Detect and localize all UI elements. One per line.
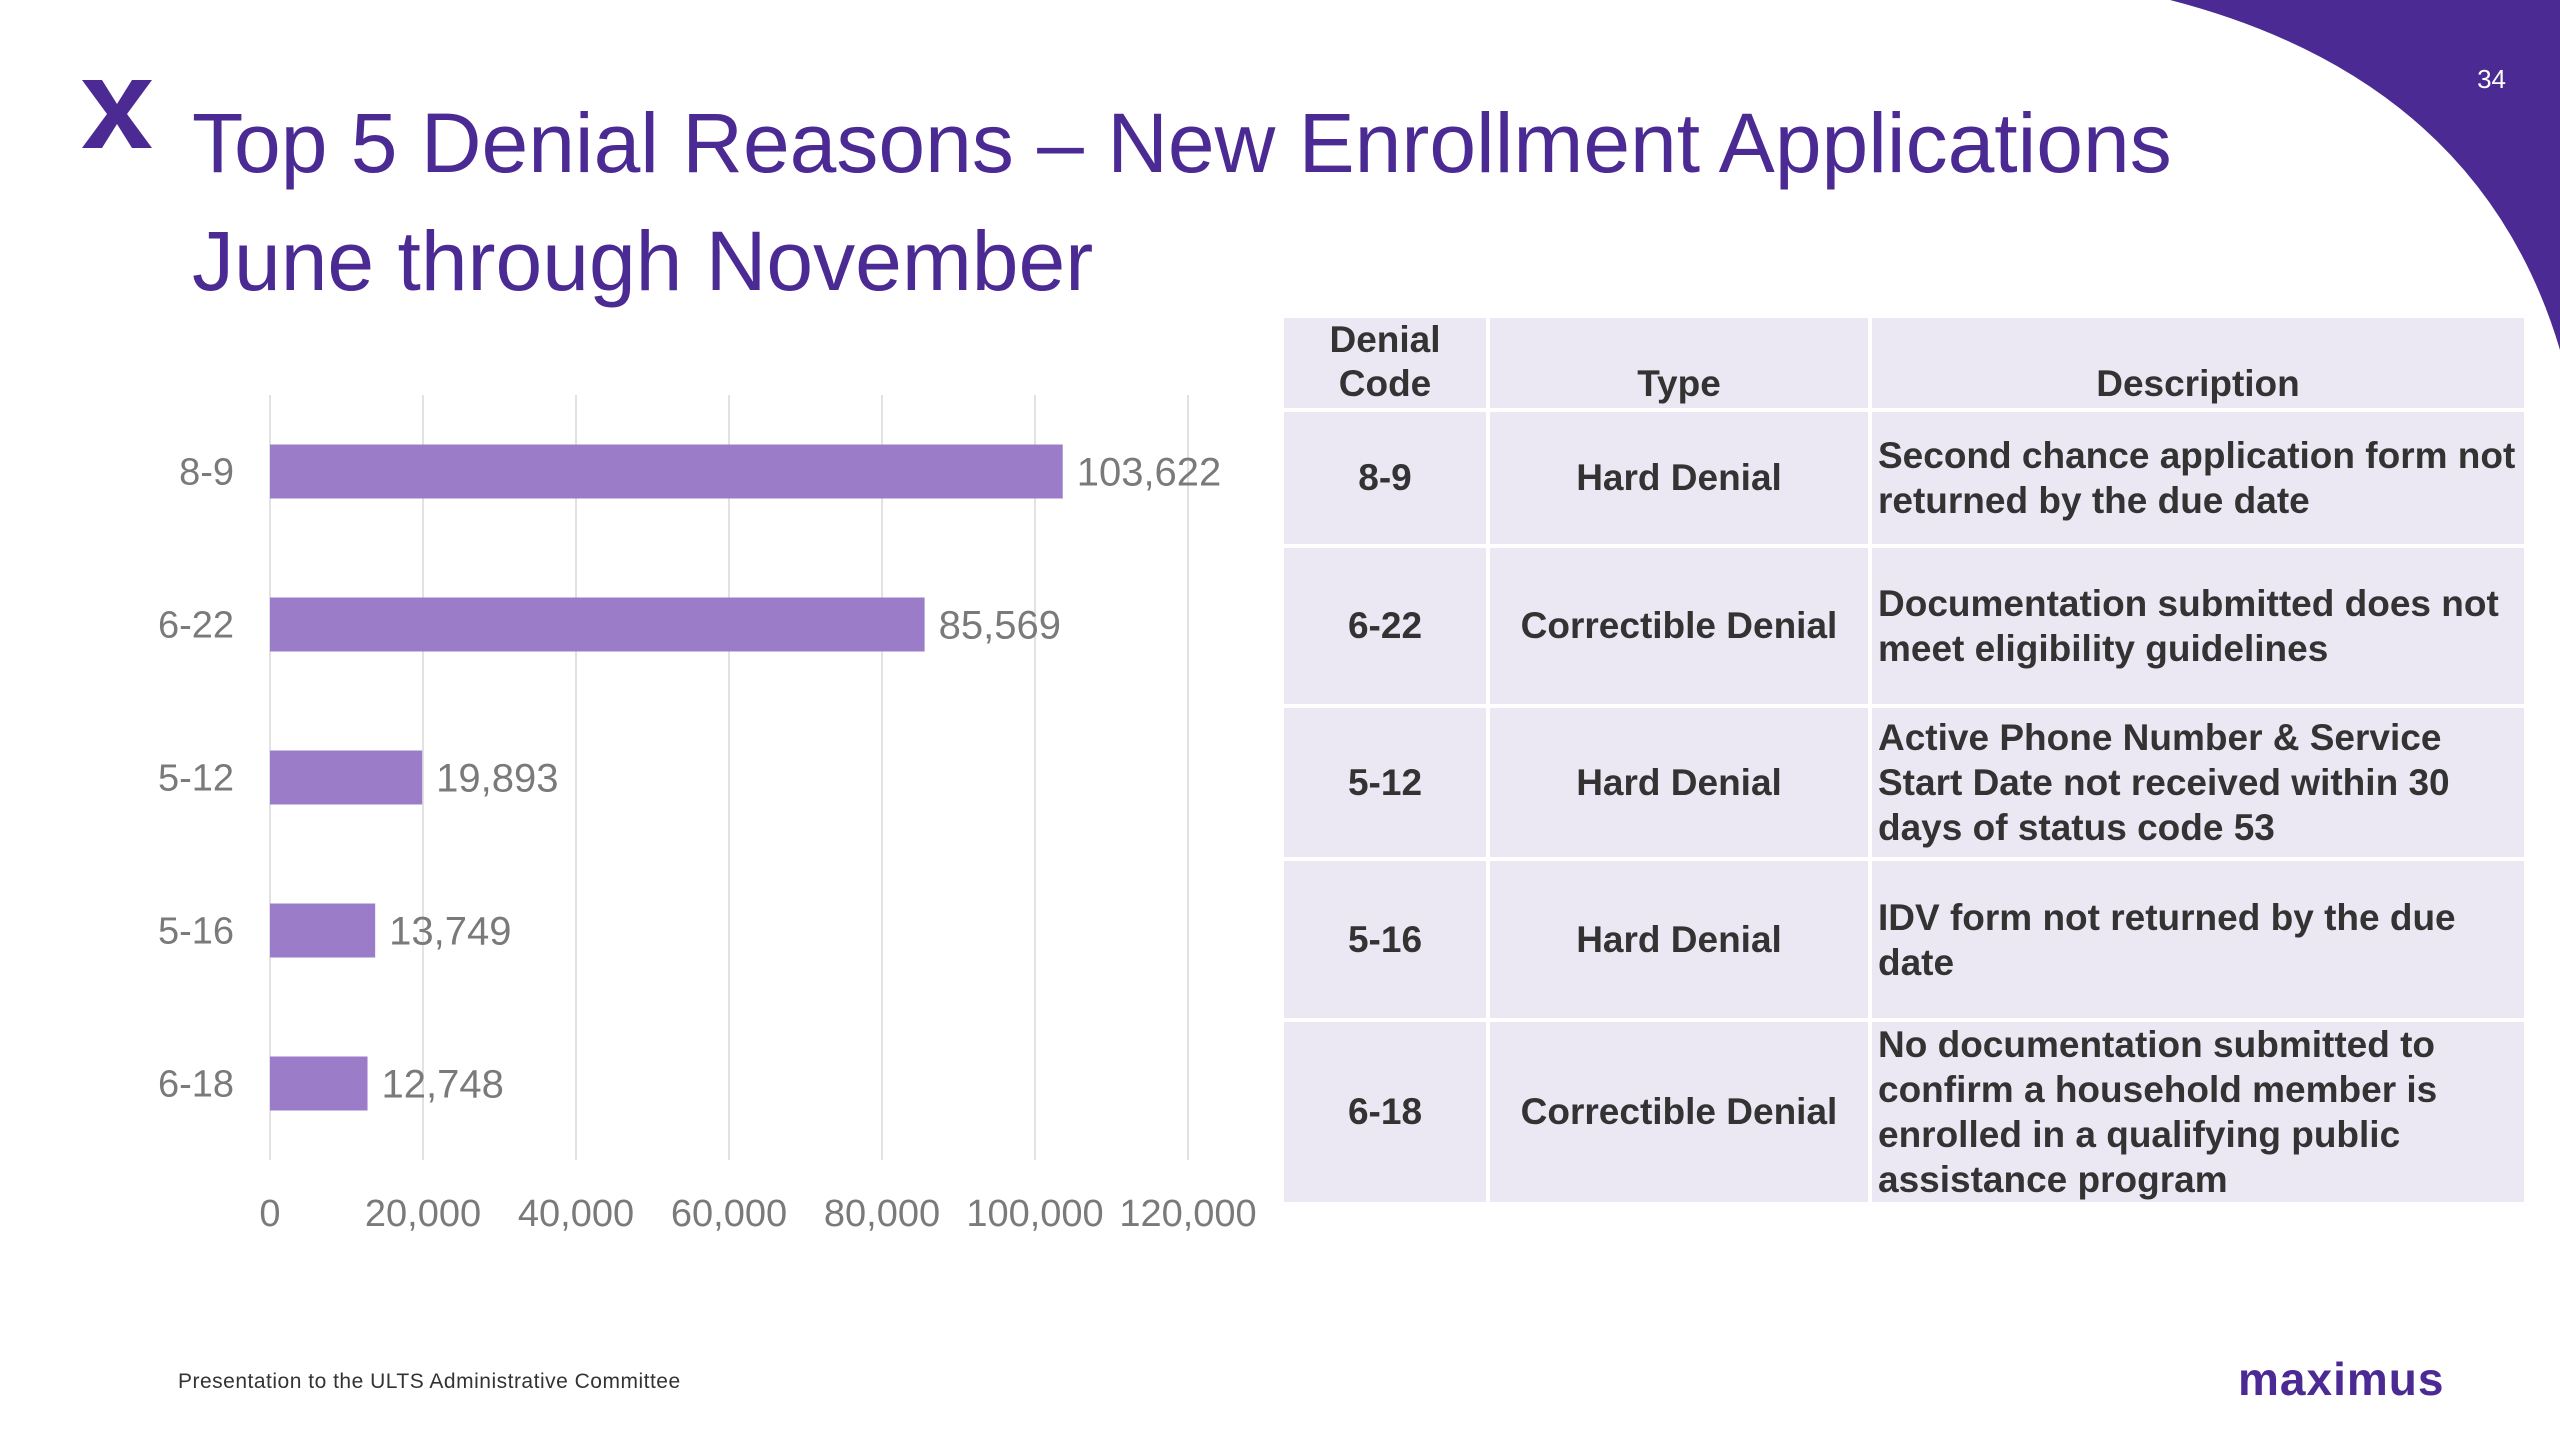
x-tick-label: 80,000 xyxy=(824,1193,940,1235)
maximus-logo: maximus xyxy=(2238,1353,2445,1405)
table-row: 6-22 Correctible Denial Documentation su… xyxy=(1280,544,2528,708)
bar xyxy=(270,903,376,958)
x-logo-icon xyxy=(82,80,152,148)
table-row: 8-9 Hard Denial Second chance applicatio… xyxy=(1280,408,2528,548)
header-denial-code: Denial Code xyxy=(1280,314,1490,412)
x-tick-label: 60,000 xyxy=(671,1193,787,1235)
data-label: 13,749 xyxy=(389,910,511,954)
header-code-line-1: Denial xyxy=(1329,319,1441,360)
data-label: 85,569 xyxy=(939,604,1061,648)
x-tick-label: 40,000 xyxy=(518,1193,634,1235)
x-tick-label: 0 xyxy=(259,1193,280,1235)
header-code-line-2: Code xyxy=(1338,363,1432,404)
data-label: 12,748 xyxy=(382,1063,504,1107)
row-type: Correctible Denial xyxy=(1486,544,1872,708)
header-description: Description xyxy=(1868,314,2528,412)
table-row: 5-16 Hard Denial IDV form not returned b… xyxy=(1280,857,2528,1022)
data-label: 19,893 xyxy=(436,757,558,801)
category-label: 8-9 xyxy=(179,452,234,494)
table-row: 6-18 Correctible Denial No documentation… xyxy=(1280,1018,2528,1206)
table-row: 5-12 Hard Denial Active Phone Number & S… xyxy=(1280,704,2528,861)
bar xyxy=(270,444,1063,499)
denial-bar-chart: 0 20,000 40,000 60,000 80,000 100,000 120,000 8… xyxy=(158,395,1257,1235)
row-code: 5-12 xyxy=(1280,704,1490,861)
row-type: Hard Denial xyxy=(1486,408,1872,548)
row-type: Hard Denial xyxy=(1486,704,1872,861)
title-line-1: Top 5 Denial Reasons – New Enrollment Ap… xyxy=(192,96,2172,190)
x-tick-label: 120,000 xyxy=(1119,1193,1256,1235)
row-type: Hard Denial xyxy=(1486,857,1872,1022)
x-tick-label: 20,000 xyxy=(365,1193,481,1235)
row-code: 6-18 xyxy=(1280,1018,1490,1206)
row-description: IDV form not returned by the due date xyxy=(1868,857,2528,1022)
denial-codes-table: Denial Code Type Description 8-9 Hard De… xyxy=(1280,314,2528,1206)
row-description: No documentation submitted to confirm a … xyxy=(1868,1018,2528,1206)
category-label: 5-16 xyxy=(158,911,234,953)
category-label: 6-22 xyxy=(158,605,234,647)
bar xyxy=(270,750,423,805)
table-header-row: Denial Code Type Description xyxy=(1280,314,2528,412)
slide-title: Top 5 Denial Reasons – New Enrollment Ap… xyxy=(192,84,2192,320)
data-label: 103,622 xyxy=(1077,451,1222,495)
title-line-2: June through November xyxy=(192,214,1094,308)
row-code: 8-9 xyxy=(1280,408,1490,548)
row-description: Active Phone Number & Service Start Date… xyxy=(1868,704,2528,861)
row-type: Correctible Denial xyxy=(1486,1018,1872,1206)
category-label: 6-18 xyxy=(158,1064,234,1106)
bar xyxy=(270,597,925,652)
row-code: 6-22 xyxy=(1280,544,1490,708)
row-description: Second chance application form not retur… xyxy=(1868,408,2528,548)
x-tick-label: 100,000 xyxy=(966,1193,1103,1235)
bar xyxy=(270,1056,368,1111)
footer-note: Presentation to the ULTS Administrative … xyxy=(178,1370,681,1393)
row-description: Documentation submitted does not meet el… xyxy=(1868,544,2528,708)
page-number: 34 xyxy=(2477,64,2506,94)
header-type: Type xyxy=(1486,314,1872,412)
category-label: 5-12 xyxy=(158,758,234,800)
row-code: 5-16 xyxy=(1280,857,1490,1022)
